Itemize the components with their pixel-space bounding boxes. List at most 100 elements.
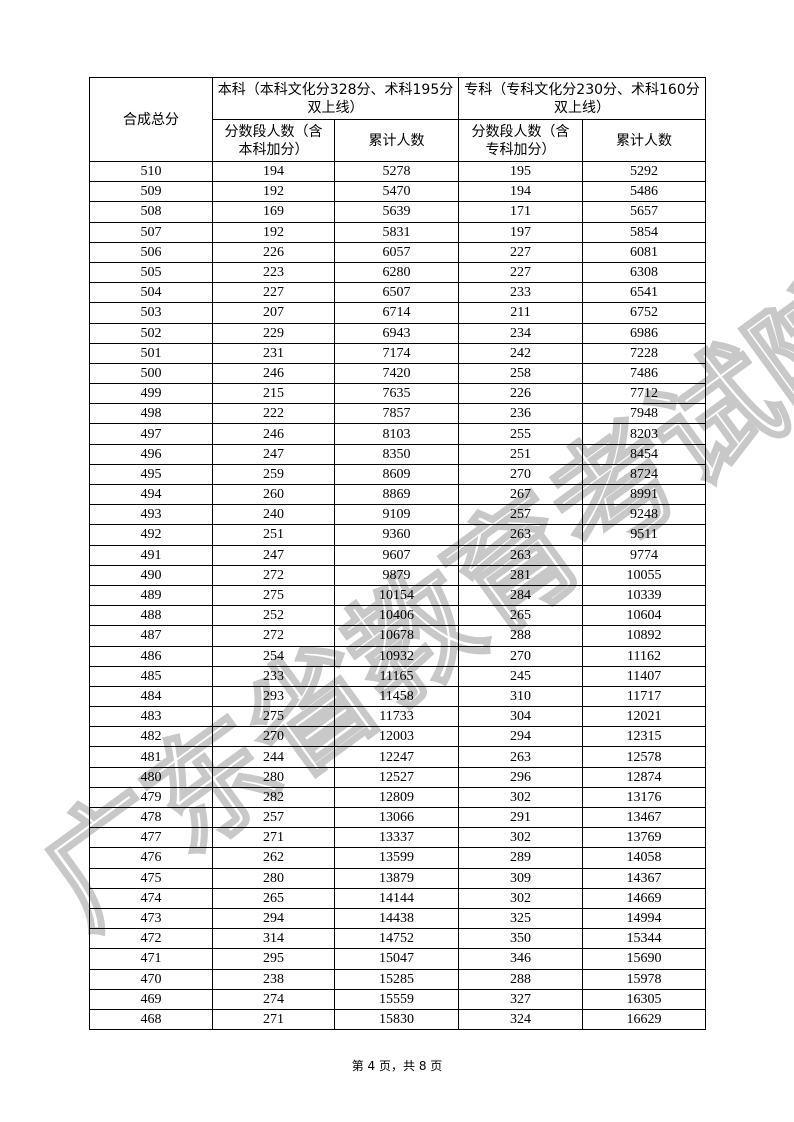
cell-benke-cumulative: 13599: [333, 847, 460, 869]
cell-zhuanke-cumulative: 5292: [582, 160, 707, 183]
cell-benke-count: 226: [212, 241, 335, 263]
cell-zhuanke-count: 302: [458, 887, 584, 909]
cell-benke-count: 251: [212, 524, 335, 546]
cell-zhuanke-cumulative: 11162: [582, 645, 707, 667]
table-row: 481 244 12247 263 12578: [89, 746, 707, 768]
cell-benke-count: 259: [212, 463, 335, 486]
cell-total-score: 473: [89, 907, 213, 930]
cell-benke-cumulative: 6714: [333, 302, 460, 324]
cell-zhuanke-count: 270: [458, 645, 584, 667]
cell-total-score: 498: [89, 403, 213, 425]
cell-benke-count: 314: [212, 928, 335, 950]
cell-benke-count: 169: [212, 201, 335, 223]
cell-benke-cumulative: 14752: [333, 928, 460, 950]
cell-benke-count: 222: [212, 403, 335, 425]
cell-zhuanke-count: 234: [458, 322, 584, 344]
cell-zhuanke-count: 265: [458, 605, 584, 627]
cell-benke-count: 246: [212, 423, 335, 445]
cell-total-score: 482: [89, 726, 213, 748]
table-row: 500 246 7420 258 7486: [89, 362, 707, 385]
cell-zhuanke-count: 296: [458, 766, 584, 788]
cell-zhuanke-count: 226: [458, 383, 584, 405]
cell-total-score: 509: [89, 181, 213, 203]
cell-benke-cumulative: 5639: [333, 201, 460, 223]
table-row: 501 231 7174 242 7228: [89, 342, 707, 364]
cell-total-score: 477: [89, 827, 213, 849]
cell-benke-cumulative: 12809: [333, 786, 460, 809]
cell-total-score: 508: [89, 201, 213, 223]
cell-benke-cumulative: 5831: [333, 221, 460, 243]
cell-benke-count: 229: [212, 322, 335, 344]
cell-zhuanke-cumulative: 14669: [582, 887, 707, 909]
table-row: 475 280 13879 309 14367: [89, 867, 707, 889]
cell-benke-cumulative: 6507: [333, 282, 460, 304]
cell-zhuanke-cumulative: 6308: [582, 261, 707, 284]
table-row: 489 275 10154 284 10339: [89, 584, 707, 607]
cell-benke-cumulative: 7635: [333, 383, 460, 405]
cell-zhuanke-count: 263: [458, 524, 584, 546]
cell-zhuanke-count: 267: [458, 483, 584, 506]
cell-total-score: 504: [89, 282, 213, 304]
cell-benke-count: 257: [212, 806, 335, 829]
cell-total-score: 471: [89, 948, 213, 970]
cell-zhuanke-cumulative: 10055: [582, 564, 707, 586]
cell-benke-count: 260: [212, 483, 335, 506]
table-row: 478 257 13066 291 13467: [89, 806, 707, 829]
cell-zhuanke-count: 327: [458, 988, 584, 1010]
cell-zhuanke-cumulative: 6081: [582, 241, 707, 263]
cell-zhuanke-cumulative: 15978: [582, 968, 707, 990]
cell-total-score: 505: [89, 261, 213, 284]
cell-zhuanke-cumulative: 12578: [582, 746, 707, 768]
cell-total-score: 492: [89, 524, 213, 546]
cell-total-score: 485: [89, 665, 213, 687]
cell-total-score: 500: [89, 362, 213, 385]
cell-zhuanke-count: 288: [458, 625, 584, 647]
cell-benke-count: 275: [212, 706, 335, 728]
cell-total-score: 481: [89, 746, 213, 768]
cell-benke-cumulative: 7857: [333, 403, 460, 425]
cell-zhuanke-count: 350: [458, 928, 584, 950]
cell-benke-cumulative: 12247: [333, 746, 460, 768]
cell-zhuanke-count: 227: [458, 241, 584, 263]
cell-zhuanke-count: 302: [458, 827, 584, 849]
table-row: 499 215 7635 226 7712: [89, 383, 707, 405]
cell-benke-count: 207: [212, 302, 335, 324]
cell-zhuanke-cumulative: 16629: [582, 1008, 707, 1031]
cell-benke-count: 265: [212, 887, 335, 909]
cell-total-score: 484: [89, 685, 213, 708]
cell-benke-count: 238: [212, 968, 335, 990]
table-row: 477 271 13337 302 13769: [89, 827, 707, 849]
cell-zhuanke-cumulative: 5657: [582, 201, 707, 223]
cell-benke-count: 192: [212, 221, 335, 243]
cell-zhuanke-count: 227: [458, 261, 584, 284]
cell-zhuanke-cumulative: 10604: [582, 605, 707, 627]
cell-benke-cumulative: 7174: [333, 342, 460, 364]
table-row: 506 226 6057 227 6081: [89, 241, 707, 263]
table-row: 490 272 9879 281 10055: [89, 564, 707, 586]
cell-zhuanke-cumulative: 15344: [582, 928, 707, 950]
cell-zhuanke-count: 324: [458, 1008, 584, 1031]
table-row: 507 192 5831 197 5854: [89, 221, 707, 243]
cell-zhuanke-cumulative: 11717: [582, 685, 707, 708]
cell-total-score: 506: [89, 241, 213, 263]
cell-benke-count: 272: [212, 625, 335, 647]
table-row: 472 314 14752 350 15344: [89, 928, 707, 950]
cell-benke-count: 215: [212, 383, 335, 405]
cell-benke-count: 254: [212, 645, 335, 667]
cell-benke-cumulative: 15559: [333, 988, 460, 1010]
cell-total-score: 469: [89, 988, 213, 1010]
cell-benke-count: 192: [212, 181, 335, 203]
cell-zhuanke-cumulative: 12021: [582, 706, 707, 728]
cell-total-score: 488: [89, 605, 213, 627]
cell-total-score: 494: [89, 483, 213, 506]
cell-total-score: 496: [89, 443, 213, 465]
cell-total-score: 495: [89, 463, 213, 486]
cell-benke-count: 274: [212, 988, 335, 1010]
cell-zhuanke-cumulative: 7948: [582, 403, 707, 425]
cell-benke-cumulative: 9109: [333, 504, 460, 526]
header-benke-cumulative: 累计人数: [333, 119, 460, 162]
cell-zhuanke-count: 194: [458, 181, 584, 203]
cell-zhuanke-count: 346: [458, 948, 584, 970]
cell-zhuanke-count: 270: [458, 463, 584, 486]
cell-zhuanke-cumulative: 5486: [582, 181, 707, 203]
